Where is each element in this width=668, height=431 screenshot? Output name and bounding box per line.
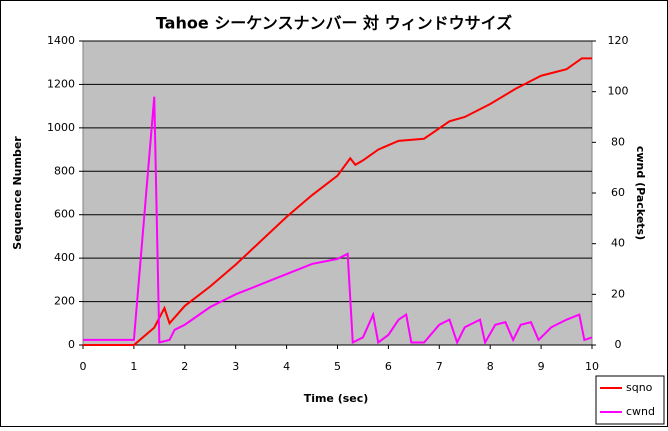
x-tick-label: 8 bbox=[487, 360, 494, 373]
y-tick-label: 400 bbox=[54, 251, 75, 264]
x-tick-label: 4 bbox=[283, 360, 290, 373]
plot-area bbox=[82, 40, 593, 346]
x-tick-label: 0 bbox=[80, 360, 87, 373]
x-tick-label: 7 bbox=[436, 360, 443, 373]
x-tick-label: 1 bbox=[130, 360, 137, 373]
x-tick-label: 3 bbox=[232, 360, 239, 373]
x-tick-label: 2 bbox=[181, 360, 188, 373]
y-tick-label: 600 bbox=[54, 208, 75, 221]
series-line bbox=[83, 96, 593, 346]
y-tick-label: 0 bbox=[68, 338, 75, 351]
y2-tick-label: 20 bbox=[611, 287, 625, 300]
y2-tick-label: 80 bbox=[611, 135, 625, 148]
series-line bbox=[83, 57, 592, 346]
legend bbox=[595, 375, 665, 425]
legend-label: cwnd bbox=[626, 405, 655, 418]
y-axis-label: Sequence Number bbox=[11, 136, 24, 250]
x-axis-label: Time (sec) bbox=[304, 392, 369, 405]
y2-tick-label: 60 bbox=[611, 186, 625, 199]
y-tick-label: 1200 bbox=[47, 77, 75, 90]
x-tick-label: 6 bbox=[385, 360, 392, 373]
chart-title: Tahoe シーケンスナンバー 対 ウィンドウサイズ bbox=[156, 14, 512, 33]
y-tick-label: 200 bbox=[54, 295, 75, 308]
y-tick-label: 1000 bbox=[47, 121, 75, 134]
y2-tick-label: 100 bbox=[608, 85, 629, 98]
legend-label: sqno bbox=[626, 381, 653, 394]
y-tick-label: 800 bbox=[54, 164, 75, 177]
y2-tick-label: 40 bbox=[611, 237, 625, 250]
x-tick-label: 9 bbox=[538, 360, 545, 373]
y2-axis-label: cwnd (Packets) bbox=[634, 146, 647, 240]
y2-tick-label: 120 bbox=[608, 34, 629, 47]
x-tick-label: 5 bbox=[334, 360, 341, 373]
y-tick-label: 1400 bbox=[47, 34, 75, 47]
x-tick-label: 10 bbox=[585, 360, 599, 373]
y2-tick-label: 0 bbox=[615, 338, 622, 351]
